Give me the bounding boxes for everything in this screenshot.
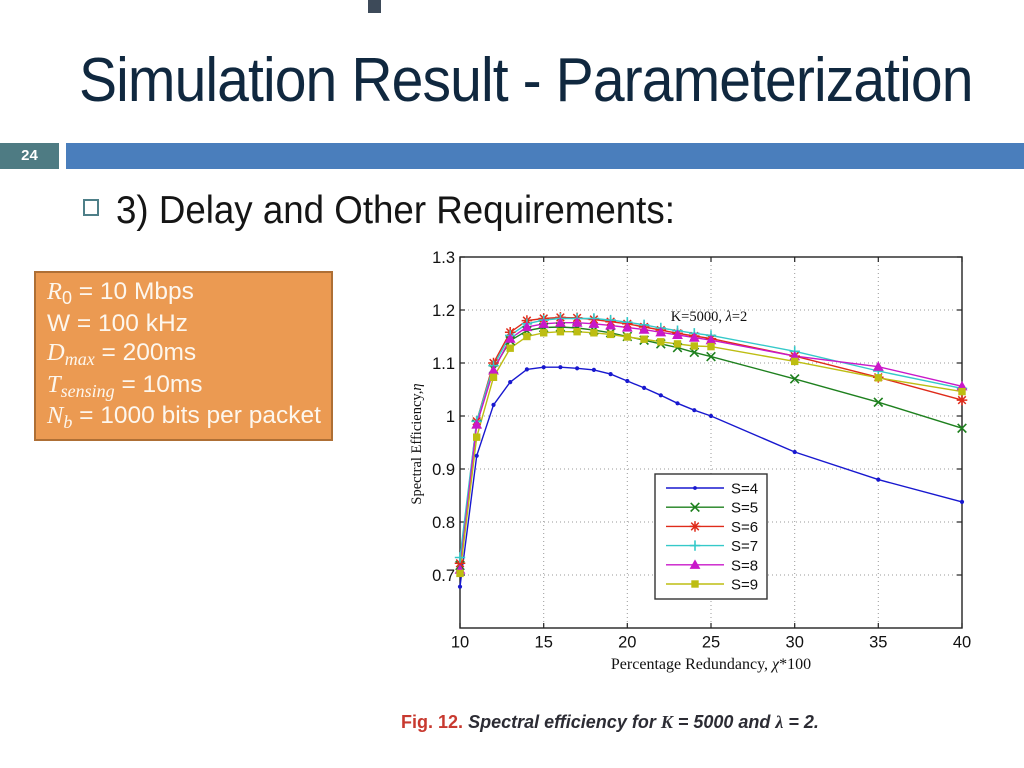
svg-text:1.3: 1.3	[432, 249, 455, 267]
svg-text:0.9: 0.9	[432, 461, 455, 479]
svg-text:1.1: 1.1	[432, 355, 455, 373]
svg-text:S=4: S=4	[731, 481, 758, 498]
svg-text:15: 15	[535, 634, 553, 652]
svg-text:30: 30	[786, 634, 804, 652]
svg-text:S=7: S=7	[731, 538, 758, 555]
svg-text:S=8: S=8	[731, 557, 758, 574]
svg-text:0.7: 0.7	[432, 567, 455, 585]
svg-text:Spectral Efficiency,η: Spectral Efficiency,η	[409, 383, 425, 504]
svg-text:25: 25	[702, 634, 720, 652]
svg-text:S=9: S=9	[731, 577, 758, 594]
svg-text:0.8: 0.8	[432, 514, 455, 532]
svg-text:10: 10	[451, 634, 469, 652]
svg-text:1.2: 1.2	[432, 302, 455, 320]
svg-text:1: 1	[446, 408, 455, 426]
svg-text:20: 20	[618, 634, 636, 652]
svg-text:K=5000, λ=2: K=5000, λ=2	[671, 309, 748, 325]
svg-text:S=6: S=6	[731, 519, 758, 536]
svg-text:40: 40	[953, 634, 971, 652]
svg-text:Percentage Redundancy, χ*100: Percentage Redundancy, χ*100	[611, 656, 811, 673]
svg-text:S=5: S=5	[731, 500, 758, 517]
svg-text:35: 35	[869, 634, 887, 652]
